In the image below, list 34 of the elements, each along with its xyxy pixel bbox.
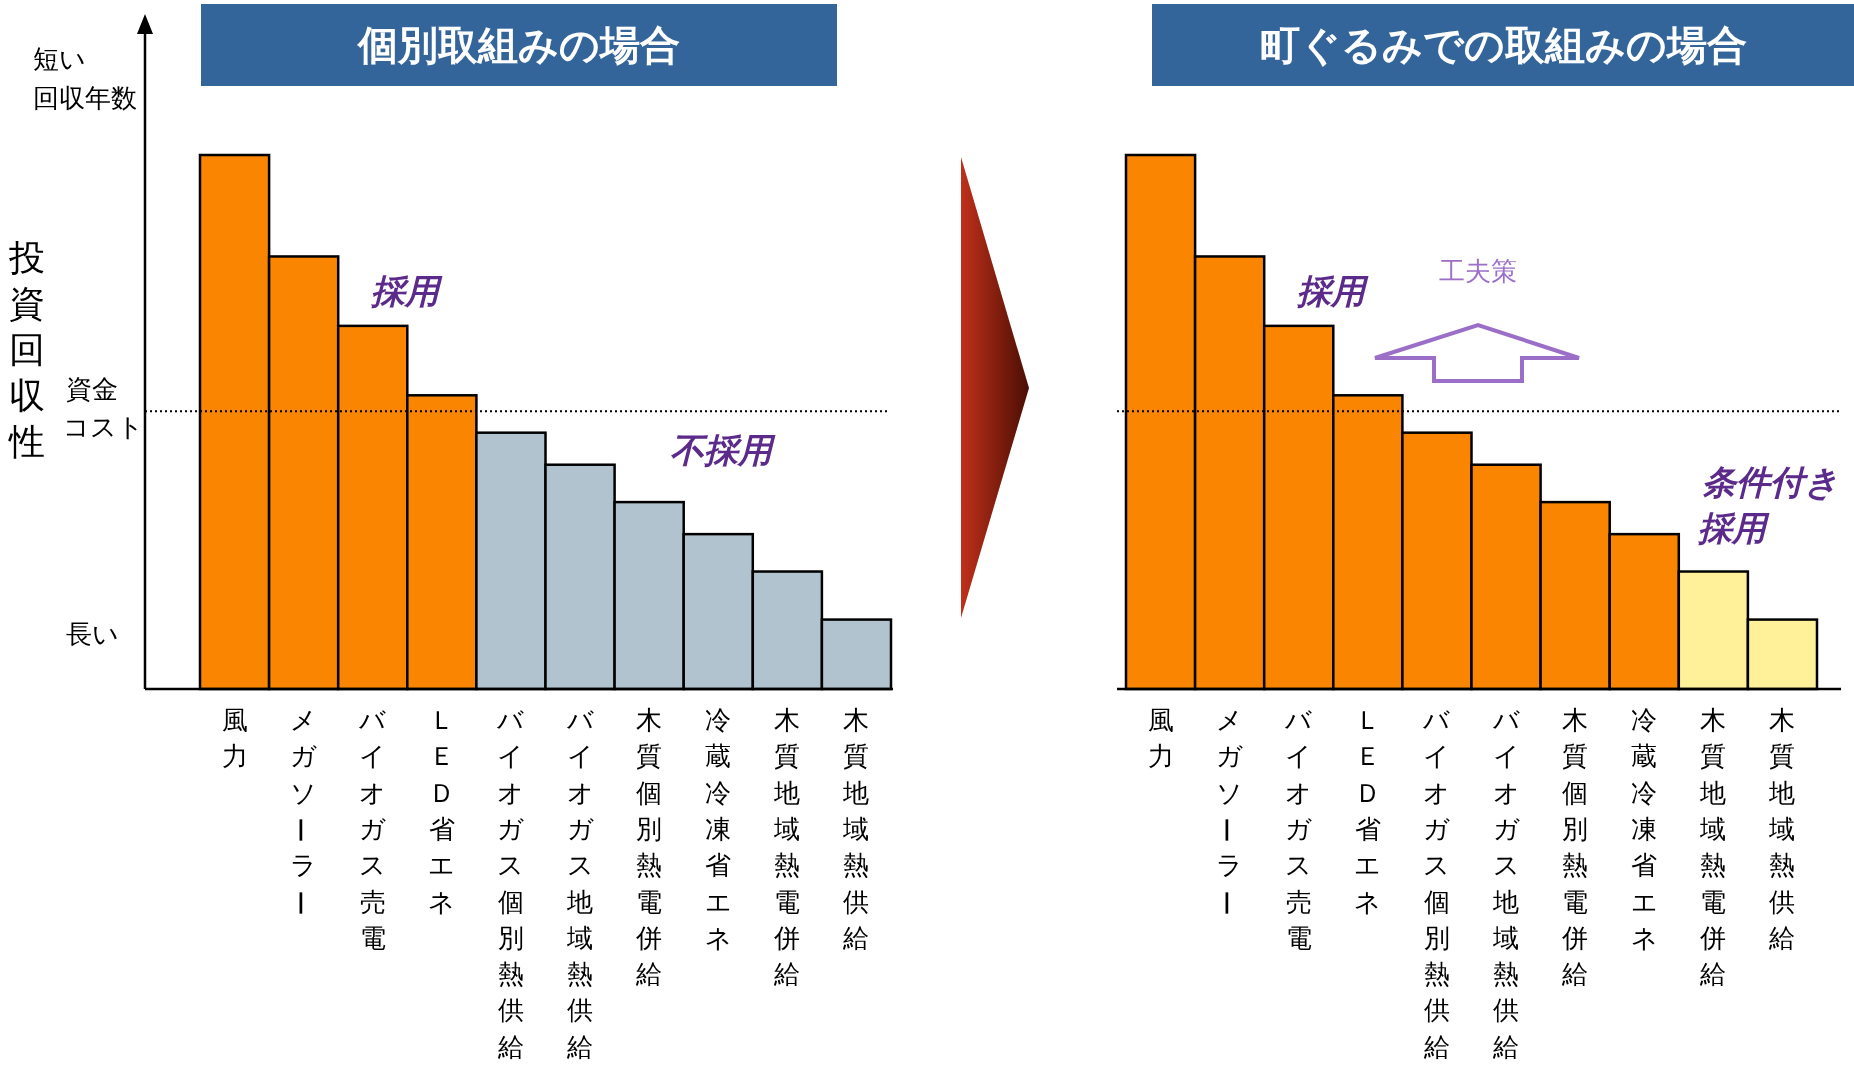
x-tick-label: 冷蔵冷凍省エネ (1630, 705, 1658, 953)
category-label: バイオガス地域熱供給 (566, 705, 594, 1062)
text: 短い (33, 44, 86, 74)
chart-title: 町ぐるみでの取組みの場合 (1259, 22, 1747, 68)
text: 長い (66, 619, 119, 649)
category-label: バイオガス地域熱供給 (1492, 705, 1520, 1062)
x-tick-label: 木質地域熱供給 (842, 705, 870, 953)
x-tick-label: 木質個別熱電併給 (1561, 705, 1589, 990)
x-tick-label: メガソーラー (284, 705, 318, 916)
annotation: 工夫策 (1439, 256, 1517, 286)
annotation: 不採用 (670, 430, 776, 470)
x-tick-label: 木質個別熱電併給 (635, 705, 663, 990)
annotation: 採用 (1296, 271, 1369, 311)
x-tick-label: 冷蔵冷凍省エネ (704, 705, 732, 953)
text: コスト (63, 412, 144, 442)
x-tick-label: ＬＥＤ省エネ (1354, 705, 1382, 917)
x-tick-label: 木質地域熱電併給 (1699, 705, 1727, 990)
annotation: 条件付き (1701, 462, 1839, 502)
y-axis-title: 投資回収性 (8, 237, 45, 462)
annotation: 採用 (370, 271, 443, 311)
category-label: バイオガス個別熱供給 (497, 705, 525, 1062)
text: 回収年数 (33, 83, 137, 113)
x-tick-label: 木質地域熱供給 (1768, 705, 1796, 953)
annotation: 採用 (1697, 508, 1770, 548)
x-tick-label: ＬＥＤ省エネ (428, 705, 456, 917)
x-tick-label: バイオガス売電 (1284, 705, 1313, 953)
x-tick-label: 木質地域熱電併給 (773, 705, 801, 990)
category-label: バイオガス個別熱供給 (1423, 705, 1451, 1062)
x-tick-label: 風力 (221, 705, 248, 772)
x-tick-label: メガソーラー (1210, 705, 1244, 916)
x-tick-label: バイオガス売電 (358, 705, 387, 953)
chart-title: 個別取組みの場合 (356, 22, 680, 68)
x-tick-label: 風力 (1147, 705, 1174, 772)
text: 資金 (66, 374, 118, 404)
